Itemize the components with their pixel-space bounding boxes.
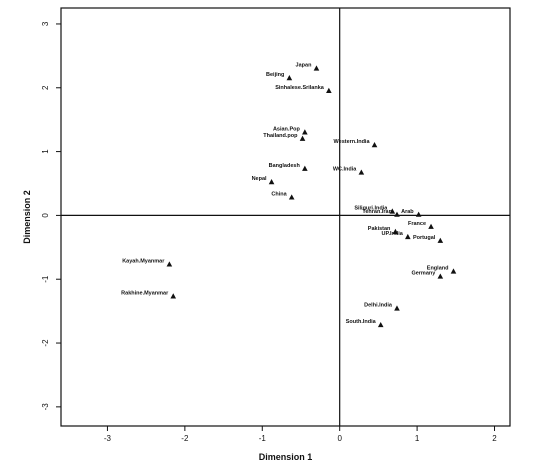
y-axis-title: Dimension 2 (22, 190, 32, 244)
y-tick-label: 2 (41, 85, 50, 90)
plot-frame (60, 7, 511, 427)
data-point-label: Nepal (252, 176, 267, 182)
data-point-label: Asian.Pop (273, 126, 301, 132)
data-point-marker (302, 129, 308, 135)
x-axis-ticks: -3 -2 -1 0 1 2 (104, 426, 497, 443)
data-point-marker (299, 135, 306, 141)
x-tick-label: -2 (181, 434, 189, 443)
data-point-marker (394, 211, 400, 217)
data-point-label: Portugal (413, 235, 436, 241)
data-point-marker (392, 228, 399, 234)
data-point-label: England (427, 266, 449, 272)
data-point-label: WC.India (333, 167, 357, 173)
data-point-marker (450, 268, 457, 274)
y-tick-label: -3 (41, 403, 50, 411)
data-point-label: Arab (401, 209, 414, 215)
data-point-marker (415, 211, 422, 217)
data-point-label: South.India (346, 319, 377, 325)
data-point-marker (313, 65, 320, 71)
data-point-marker (286, 74, 293, 81)
x-tick-label: 1 (415, 434, 420, 443)
data-point-label: Western.India (334, 139, 371, 145)
y-tick-label: -2 (41, 339, 50, 347)
y-tick-label: 1 (41, 149, 50, 154)
data-point-marker (389, 208, 396, 214)
data-point-label: Germany (411, 271, 436, 277)
data-point-marker (371, 142, 378, 148)
data-point-marker (358, 169, 365, 175)
data-point-label: Rakhine.Myanmar (121, 290, 169, 296)
data-point-label: Delhi.India (364, 303, 393, 309)
data-point-label: Kayah.Myanmar (122, 259, 165, 265)
data-point-marker (377, 321, 384, 328)
x-axis-title: Dimension 1 (259, 452, 313, 462)
data-point-marker (170, 293, 177, 299)
data-point-label: China (271, 192, 287, 198)
data-point-label: Sinhalese.Srilanka (275, 85, 325, 91)
data-point-label: Beijing (266, 72, 284, 78)
data-point-marker (437, 273, 444, 279)
y-axis-ticks: 3 2 1 0 -1 -2 -3 (41, 21, 61, 410)
data-point-label: Tehran.Iran (362, 209, 392, 215)
x-tick-label: -1 (259, 434, 267, 443)
data-point-marker (166, 261, 173, 267)
x-tick-label: 0 (337, 434, 342, 443)
data-point-label: Bangladesh (269, 163, 301, 169)
y-tick-label: 3 (41, 21, 50, 26)
data-point-label: France (408, 221, 426, 227)
data-point-label: Thailand.pop (263, 133, 298, 139)
data-point-label: Japan (296, 63, 313, 69)
data-point-marker (288, 194, 295, 200)
data-point-marker (405, 233, 411, 240)
data-points: JapanBeijingSinhalese.SrilankaAsian.PopT… (121, 63, 457, 328)
data-point-marker (394, 305, 400, 311)
data-point-label: Siliguri.India (354, 206, 388, 212)
data-point-label: Pakistan (368, 226, 391, 232)
data-point-marker (302, 165, 308, 171)
y-tick-label: 0 (41, 213, 50, 218)
data-point-label: UP.India (382, 231, 404, 237)
data-point-marker (437, 237, 444, 243)
data-point-marker (326, 87, 332, 93)
y-tick-label: -1 (41, 275, 50, 283)
x-tick-label: -3 (104, 434, 112, 443)
data-point-marker (428, 223, 434, 229)
x-tick-label: 2 (492, 434, 497, 443)
data-point-marker (268, 179, 275, 185)
